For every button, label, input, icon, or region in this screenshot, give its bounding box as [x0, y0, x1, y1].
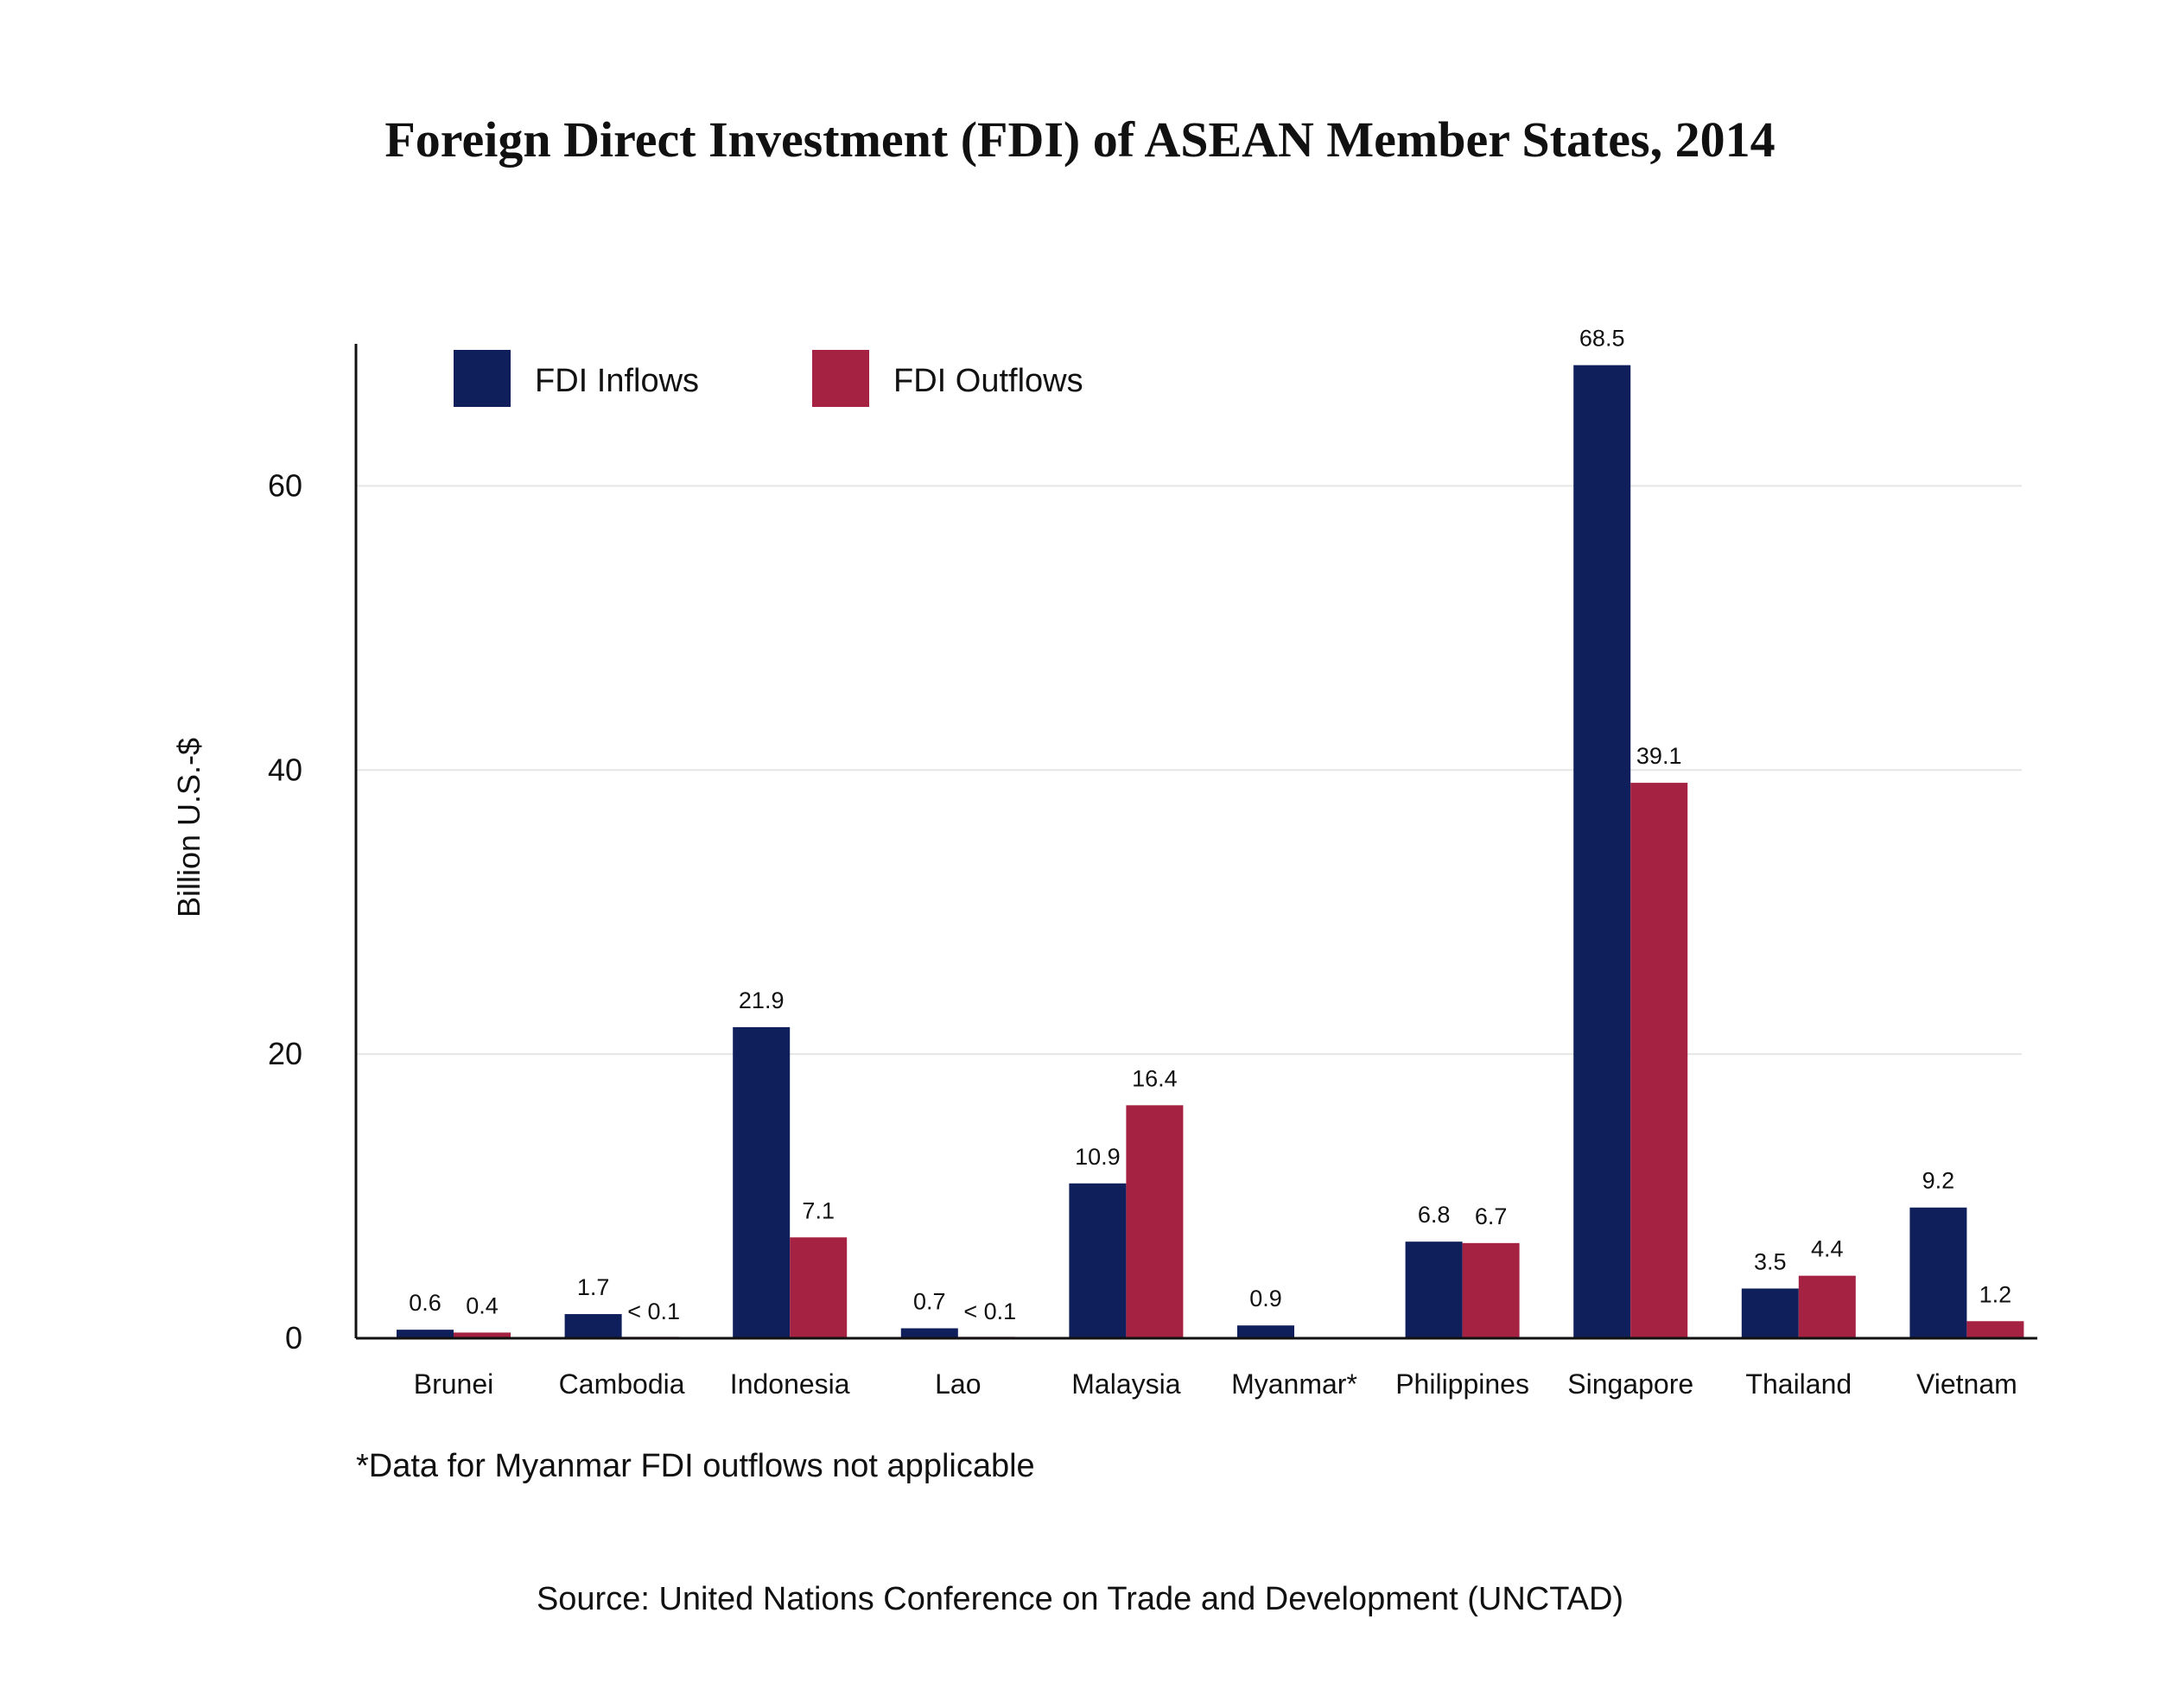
footnote: *Data for Myanmar FDI outflows not appli…	[356, 1448, 1035, 1484]
data-label: 0.7	[913, 1288, 946, 1314]
data-labels: 0.6 0.4 1.7 < 0.1 21.9 7.1 0.7 < 0.1 10.9 16.4 0.9…	[409, 326, 2011, 1324]
x-tick-label: Philippines	[1395, 1368, 1529, 1400]
bar	[1069, 1183, 1127, 1338]
bar	[733, 1026, 791, 1338]
legend-swatch	[454, 350, 511, 407]
bar	[564, 1314, 622, 1338]
data-label: 4.4	[1811, 1236, 1844, 1262]
bar	[1630, 783, 1688, 1338]
data-label: 0.9	[1249, 1286, 1282, 1311]
source-note: Source: United Nations Conference on Tra…	[536, 1581, 1624, 1617]
legend-label: FDI Inflows	[535, 363, 699, 399]
data-label: 16.4	[1132, 1065, 1178, 1091]
y-tick-label: 40	[268, 752, 302, 787]
y-axis-label: Billion U.S.-$	[171, 738, 206, 917]
x-tick-label: Cambodia	[559, 1368, 685, 1400]
x-tick-label: Indonesia	[730, 1368, 850, 1400]
bar	[1966, 1321, 2024, 1338]
data-label: 68.5	[1579, 326, 1625, 352]
bar	[900, 1328, 958, 1338]
x-tick-label: Brunei	[414, 1368, 494, 1400]
bar	[1741, 1288, 1799, 1338]
bar	[397, 1330, 454, 1338]
gridlines	[356, 485, 2022, 1056]
chart-title: Foreign Direct Investment (FDI) of ASEAN…	[384, 111, 1776, 168]
data-label: 1.7	[577, 1274, 610, 1300]
data-label: 0.4	[466, 1292, 499, 1318]
bar	[454, 1332, 511, 1338]
data-label: 1.2	[1979, 1281, 2012, 1307]
x-tick-label: Thailand	[1745, 1368, 1852, 1400]
y-tick-label: 20	[268, 1036, 302, 1071]
bar	[790, 1237, 848, 1338]
bar	[1462, 1242, 1520, 1338]
x-tick-label: Singapore	[1567, 1368, 1693, 1400]
legend-swatch	[812, 350, 869, 407]
bar	[1909, 1207, 1967, 1338]
data-label: 9.2	[1922, 1168, 1955, 1194]
data-label: 6.8	[1418, 1202, 1451, 1228]
bar	[1237, 1325, 1294, 1338]
data-label: 7.1	[802, 1197, 835, 1223]
data-label: 39.1	[1636, 743, 1682, 769]
bars	[397, 365, 2024, 1338]
x-tick-label: Malaysia	[1071, 1368, 1180, 1400]
y-tick-label: 0	[285, 1320, 302, 1356]
x-tick-label: Myanmar*	[1231, 1368, 1357, 1400]
data-label: 21.9	[739, 987, 785, 1013]
bar	[1405, 1241, 1463, 1338]
data-label: < 0.1	[627, 1298, 680, 1324]
data-label: 3.5	[1754, 1248, 1787, 1274]
bar	[1126, 1105, 1184, 1338]
x-tick-label: Vietnam	[1916, 1368, 2017, 1400]
data-label: 10.9	[1075, 1144, 1121, 1170]
x-tick-label: Lao	[935, 1368, 981, 1400]
bar	[1798, 1275, 1856, 1338]
axes: 0 20 40 60 Brunei Cambodia Indonesia Lao Malaysi…	[268, 344, 2037, 1400]
legend-label: FDI Outflows	[893, 363, 1083, 399]
data-label: 0.6	[409, 1290, 442, 1316]
y-tick-label: 60	[268, 467, 302, 503]
data-label: < 0.1	[963, 1298, 1016, 1324]
data-label: 6.7	[1475, 1203, 1508, 1229]
bar	[1573, 365, 1631, 1338]
legend: FDI Inflows FDI Outflows	[454, 350, 1083, 407]
